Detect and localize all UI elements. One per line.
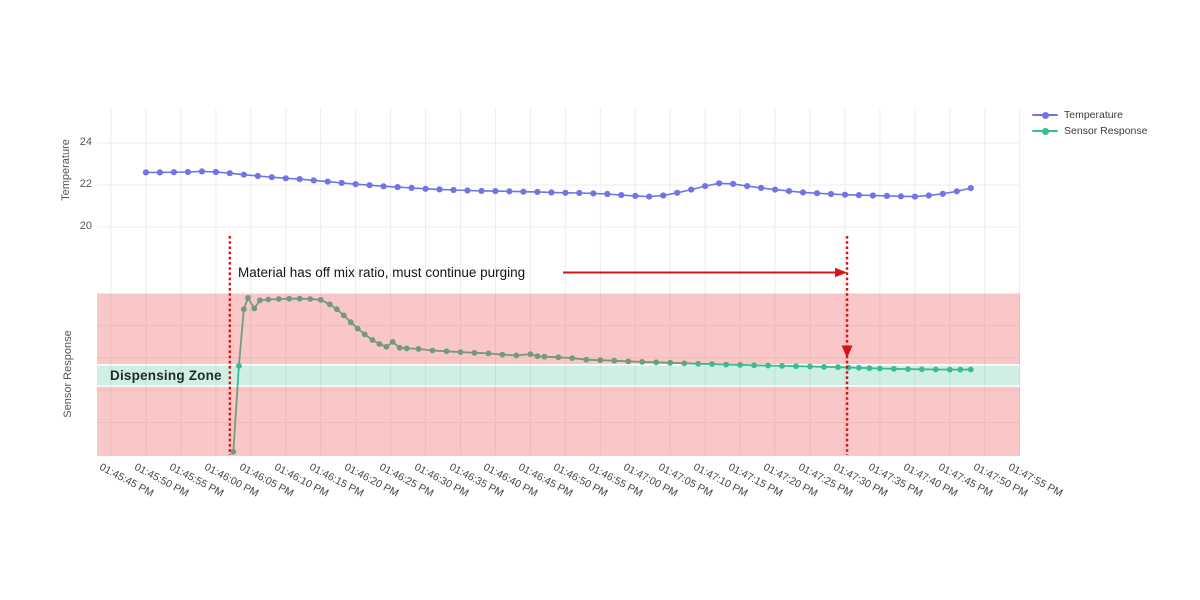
top-y-tick-20: 20	[79, 220, 92, 232]
top-y-axis-title: Temperature	[60, 139, 72, 201]
temperature-series	[142, 168, 974, 200]
purge-arrow-head-down-icon	[841, 345, 853, 358]
annotation-marks	[228, 236, 853, 455]
legend-label-temperature: Temperature	[1064, 108, 1123, 121]
zone-overlays	[97, 293, 1020, 456]
purge-arrow-head-right-icon	[835, 267, 848, 278]
dispensing-zone-label: Dispensing Zone	[110, 368, 222, 383]
legend-item-sensor-response[interactable]: Sensor Response	[1032, 124, 1147, 137]
temperature-line-swatch-icon	[1032, 108, 1058, 121]
legend: Temperature Sensor Response	[1032, 108, 1147, 137]
sensor-response-line-swatch-icon	[1032, 124, 1058, 137]
sensor-response-series	[230, 295, 974, 455]
top-y-tick-24: 24	[79, 136, 92, 148]
legend-label-sensor-response: Sensor Response	[1064, 124, 1148, 137]
top-y-tick-22: 22	[79, 178, 92, 190]
gridlines	[97, 108, 1021, 455]
bottom-y-axis-title: Sensor Response	[62, 330, 74, 418]
legend-item-temperature[interactable]: Temperature	[1032, 108, 1147, 121]
purge-annotation-text: Material has off mix ratio, must continu…	[238, 265, 526, 280]
